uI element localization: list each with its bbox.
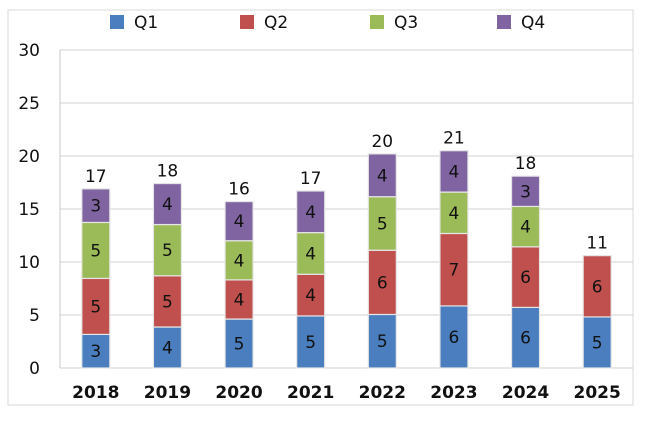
bar-2024-Q4: [510, 175, 541, 208]
bar-2023-Q1: [439, 305, 469, 369]
y-tick-label: 15: [18, 200, 40, 220]
x-tick-label-2024: 2024: [502, 383, 549, 403]
x-tick-label-2019: 2019: [144, 383, 191, 403]
legend-swatch-Q3: [370, 15, 384, 29]
bar-2019-Q4: [152, 182, 183, 226]
y-tick-label: 25: [18, 94, 40, 114]
x-tick-label-2023: 2023: [430, 383, 477, 403]
data-label-2025-Q2: 6: [592, 277, 603, 297]
data-label-2025-Q1: 5: [592, 333, 603, 353]
bar-2024-Q2: [510, 246, 541, 309]
data-label-2022-Q2: 6: [377, 273, 388, 293]
y-tick-label: 5: [29, 306, 40, 326]
total-label-2024: 18: [515, 154, 537, 174]
total-label-2025: 11: [586, 234, 608, 254]
bar-2021-Q2: [296, 273, 326, 317]
total-label-2018: 17: [85, 167, 107, 187]
data-label-2021-Q2: 4: [305, 286, 316, 306]
y-tick-label: 10: [18, 253, 40, 273]
bar-2020-Q4: [224, 200, 254, 242]
legend-label-Q2: Q2: [264, 13, 288, 33]
y-tick-label: 0: [29, 359, 40, 379]
data-label-2020-Q4: 4: [234, 212, 245, 232]
data-label-2019-Q2: 5: [162, 292, 173, 312]
x-tick-label-2020: 2020: [215, 383, 262, 403]
data-label-2019-Q3: 5: [162, 241, 173, 261]
data-label-2024-Q1: 6: [520, 329, 531, 349]
data-label-2019-Q4: 4: [162, 195, 173, 215]
total-label-2023: 21: [443, 129, 465, 149]
x-tick-label-2025: 2025: [574, 383, 621, 403]
data-label-2020-Q3: 4: [234, 251, 245, 271]
x-tick-label-2022: 2022: [359, 383, 406, 403]
data-label-2024-Q2: 6: [520, 268, 531, 288]
legend-label-Q4: Q4: [521, 13, 545, 33]
x-tick-label-2021: 2021: [287, 383, 334, 403]
bar-2022-Q2: [367, 249, 397, 316]
data-label-2019-Q1: 4: [162, 339, 173, 359]
bar-2020-Q3: [224, 240, 254, 281]
chart-frame: [7, 9, 634, 406]
bar-2018-Q4: [81, 188, 111, 224]
bar-2025-Q1: [582, 316, 612, 369]
total-label-2021: 17: [300, 169, 322, 189]
bar-2023-Q4: [439, 150, 469, 193]
legend-label-Q3: Q3: [394, 13, 418, 33]
data-label-2023-Q2: 7: [449, 261, 460, 281]
bar-2022-Q4: [367, 153, 397, 198]
bar-2025-Q2: [582, 255, 612, 318]
data-label-2021-Q3: 4: [305, 244, 316, 264]
x-tick-label-2018: 2018: [72, 383, 119, 403]
data-label-2023-Q1: 6: [449, 328, 460, 348]
data-label-2024-Q3: 4: [520, 218, 531, 238]
data-label-2020-Q1: 5: [234, 335, 245, 355]
data-label-2018-Q3: 5: [90, 241, 101, 261]
bar-2023-Q2: [439, 232, 469, 307]
legend-swatch-Q4: [497, 15, 511, 29]
data-label-2024-Q4: 3: [520, 182, 531, 202]
data-label-2020-Q2: 4: [234, 290, 245, 310]
data-label-2022-Q1: 5: [377, 332, 388, 352]
bar-2021-Q4: [296, 190, 326, 234]
bar-2022-Q3: [367, 196, 397, 251]
data-label-2022-Q4: 4: [377, 166, 388, 186]
bar-2018-Q1: [81, 333, 111, 369]
total-label-2022: 20: [371, 132, 393, 152]
legend-swatch-Q2: [240, 15, 254, 29]
bar-2021-Q3: [296, 232, 326, 275]
data-label-2022-Q3: 5: [377, 214, 388, 234]
legend-swatch-Q1: [110, 15, 124, 29]
bar-2020-Q1: [224, 318, 254, 369]
data-label-2018-Q2: 5: [90, 297, 101, 317]
bar-2022-Q1: [367, 313, 397, 369]
data-label-2018-Q1: 3: [90, 342, 101, 362]
bar-2024-Q1: [510, 306, 541, 369]
y-tick-label: 20: [18, 147, 40, 167]
bar-2019-Q3: [152, 223, 183, 277]
legend-label-Q1: Q1: [134, 13, 158, 33]
data-label-2018-Q4: 3: [90, 197, 101, 217]
data-label-2021-Q1: 5: [305, 333, 316, 353]
data-label-2023-Q3: 4: [449, 204, 460, 224]
data-label-2021-Q4: 4: [305, 203, 316, 223]
total-label-2020: 16: [228, 180, 250, 200]
total-label-2019: 18: [157, 162, 179, 182]
data-label-2023-Q4: 4: [449, 162, 460, 182]
bar-2021-Q1: [296, 315, 326, 369]
y-tick-label: 30: [18, 41, 40, 61]
